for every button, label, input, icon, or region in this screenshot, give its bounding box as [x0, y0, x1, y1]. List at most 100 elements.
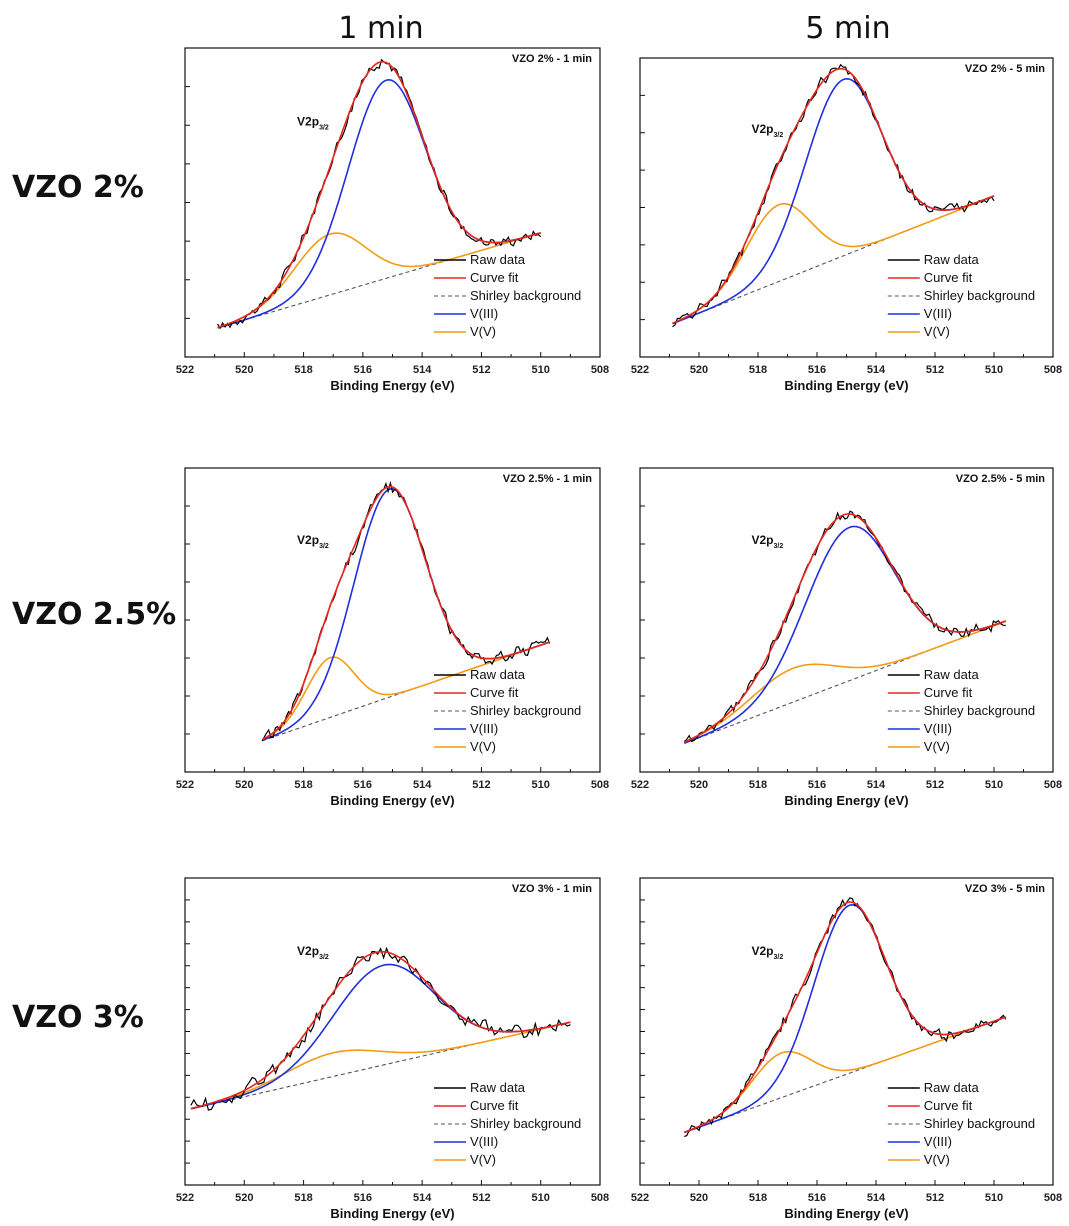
panel-title: VZO 2% - 5 min — [965, 63, 1045, 75]
x-tick-label: 510 — [532, 364, 550, 376]
legend-v-iii: V(III) — [924, 1134, 952, 1149]
x-axis-label: Binding Energy (eV) — [784, 793, 908, 808]
chart-panel: 522 520 518 516 514 512 510 508 Binding Energy (… — [176, 47, 609, 393]
x-tick-label: 510 — [532, 779, 550, 791]
peak-annotation-main: V2p — [297, 533, 319, 547]
x-tick-label: 522 — [631, 1192, 649, 1204]
x-tick-label: 516 — [808, 1192, 826, 1204]
peak-annotation-main: V2p — [752, 944, 774, 958]
x-tick-label: 514 — [867, 779, 886, 791]
x-axis-label: Binding Energy (eV) — [330, 793, 454, 808]
series-v-v — [683, 620, 1007, 744]
peak-annotation-sub: 3/2 — [319, 124, 329, 131]
series-curve-fit — [683, 513, 1007, 743]
x-tick-label: 518 — [749, 779, 767, 791]
peak-annotation-main: V2p — [752, 533, 774, 547]
legend-shirley-background: Shirley background — [470, 703, 581, 718]
legend-v-iii: V(III) — [470, 721, 498, 736]
x-tick-label: 510 — [985, 779, 1003, 791]
series-curve-fit — [261, 485, 550, 741]
x-tick-label: 522 — [176, 1192, 194, 1204]
legend-curve-fit: Curve fit — [924, 685, 973, 700]
legend-curve-fit: Curve fit — [470, 1098, 519, 1113]
x-tick-label: 516 — [808, 779, 826, 791]
legend-shirley-background: Shirley background — [470, 288, 581, 303]
x-tick-label: 512 — [472, 779, 490, 791]
x-tick-label: 514 — [413, 779, 432, 791]
x-tick-label: 516 — [354, 1192, 372, 1204]
chart-panel: 522 520 518 516 514 512 510 508 Binding Energy (… — [631, 467, 1062, 808]
peak-annotation: V2p3/2 — [752, 122, 784, 139]
x-tick-label: 512 — [472, 364, 490, 376]
x-tick-label: 510 — [985, 364, 1003, 376]
series-v-v — [672, 195, 995, 325]
legend-v-v: V(V) — [470, 324, 496, 339]
peak-annotation-sub: 3/2 — [319, 954, 329, 961]
column-header-1min: 1 min — [338, 11, 423, 46]
panel-title: VZO 3% - 1 min — [512, 883, 592, 895]
row-label-vzo2: VZO 2% — [12, 170, 144, 205]
x-tick-label: 514 — [867, 1192, 886, 1204]
chart-panel: 522 520 518 516 514 512 510 508 Binding Energy (… — [176, 467, 609, 808]
x-tick-label: 518 — [749, 1192, 767, 1204]
peak-annotation-sub: 3/2 — [774, 132, 784, 139]
legend-v-v: V(V) — [924, 739, 950, 754]
plot-frame — [639, 877, 1054, 1186]
x-tick-label: 512 — [926, 779, 944, 791]
panels: 522 520 518 516 514 512 510 508 Binding Energy (… — [176, 47, 1062, 1221]
x-tick-label: 510 — [532, 1192, 550, 1204]
panel-title: VZO 2.5% - 5 min — [956, 473, 1046, 485]
x-tick-label: 508 — [1044, 364, 1062, 376]
x-tick-label: 520 — [690, 779, 708, 791]
legend-shirley-background: Shirley background — [470, 1116, 581, 1131]
row-label-vzo2-5: VZO 2.5% — [12, 597, 176, 632]
peak-annotation-sub: 3/2 — [319, 543, 329, 550]
x-axis-label: Binding Energy (eV) — [784, 378, 908, 393]
x-tick-label: 520 — [235, 779, 253, 791]
chart-panel: 522 520 518 516 514 512 510 508 Binding Energy (… — [631, 57, 1062, 393]
peak-annotation: V2p3/2 — [297, 533, 329, 550]
series-v-v — [217, 232, 541, 329]
legend-raw-data: Raw data — [470, 667, 526, 682]
x-tick-label: 514 — [867, 364, 886, 376]
x-tick-label: 516 — [354, 779, 372, 791]
x-tick-label: 516 — [354, 364, 372, 376]
legend-v-v: V(V) — [924, 324, 950, 339]
peak-annotation-sub: 3/2 — [774, 543, 784, 550]
legend-v-iii: V(III) — [470, 1134, 498, 1149]
series-v-v — [190, 1021, 571, 1110]
legend-curve-fit: Curve fit — [470, 270, 519, 285]
peak-annotation: V2p3/2 — [752, 944, 784, 961]
peak-annotation-main: V2p — [297, 944, 319, 958]
x-tick-label: 522 — [631, 364, 649, 376]
x-tick-label: 512 — [926, 364, 944, 376]
x-axis-label: Binding Energy (eV) — [784, 1206, 908, 1221]
x-tick-label: 508 — [591, 364, 609, 376]
column-header-5min: 5 min — [805, 11, 890, 46]
plot-frame — [184, 47, 601, 358]
x-tick-label: 522 — [176, 364, 194, 376]
legend-curve-fit: Curve fit — [924, 1098, 973, 1113]
x-tick-label: 522 — [176, 779, 194, 791]
x-tick-label: 512 — [926, 1192, 944, 1204]
peak-annotation: V2p3/2 — [297, 114, 329, 131]
chart-panel: 522 520 518 516 514 512 510 508 Binding Energy (… — [176, 877, 609, 1221]
panel-title: VZO 3% - 5 min — [965, 883, 1045, 895]
x-tick-label: 516 — [808, 364, 826, 376]
peak-annotation-main: V2p — [297, 114, 319, 128]
peak-annotation: V2p3/2 — [297, 944, 329, 961]
series-curve-fit — [672, 68, 995, 325]
x-tick-label: 512 — [472, 1192, 490, 1204]
x-tick-label: 518 — [749, 364, 767, 376]
legend-raw-data: Raw data — [924, 667, 980, 682]
peak-annotation-main: V2p — [752, 122, 774, 136]
series-v-v — [261, 641, 550, 741]
x-tick-label: 518 — [294, 364, 312, 376]
x-tick-label: 520 — [235, 364, 253, 376]
panel-title: VZO 2.5% - 1 min — [503, 473, 593, 485]
x-tick-label: 508 — [1044, 1192, 1062, 1204]
legend-shirley-background: Shirley background — [924, 703, 1035, 718]
series-raw-data — [684, 897, 1007, 1138]
chart-panel: 522 520 518 516 514 512 510 508 Binding Energy (… — [631, 877, 1062, 1221]
